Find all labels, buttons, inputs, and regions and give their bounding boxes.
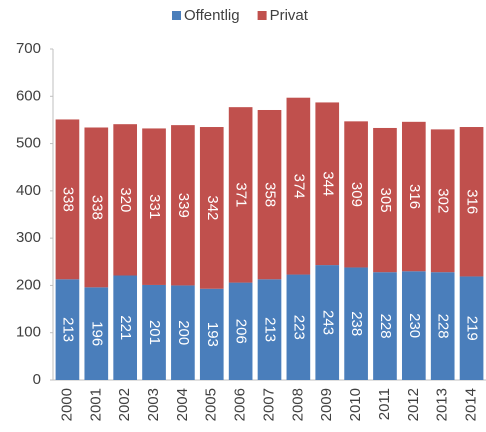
bar-segment [401, 271, 426, 380]
value-label: 213 [59, 317, 76, 342]
bar-segment [228, 107, 253, 283]
bar-segment [286, 274, 311, 380]
legend-swatch [172, 11, 181, 20]
y-tick-label: 0 [33, 371, 41, 388]
value-label: 339 [175, 193, 192, 218]
value-label: 228 [377, 314, 394, 339]
bar-segment [113, 275, 138, 380]
x-tick-label: 2008 [289, 388, 306, 421]
value-label: 344 [319, 171, 336, 196]
value-label: 371 [233, 182, 250, 207]
bar-segment [55, 119, 80, 280]
bar-segment [228, 282, 253, 380]
y-tick-label: 600 [16, 87, 41, 104]
value-label: 374 [290, 174, 307, 199]
bar-segment [55, 279, 80, 380]
value-label: 331 [146, 194, 163, 219]
bar-segment [199, 127, 224, 289]
legend-swatch [257, 11, 267, 20]
legend-label: Offentlig [184, 7, 240, 24]
bar-segment [84, 127, 109, 288]
x-tick-label: 2005 [203, 388, 220, 421]
y-tick-label: 400 [16, 182, 41, 199]
y-tick-label: 200 [16, 276, 41, 293]
x-tick-label: 2011 [376, 388, 393, 420]
y-tick-label: 300 [16, 229, 41, 246]
x-tick-label: 2009 [318, 388, 335, 421]
bar-segment [315, 265, 340, 380]
value-label: 316 [406, 184, 423, 209]
bar-segment [257, 279, 282, 380]
value-label: 305 [377, 188, 394, 213]
value-label: 213 [262, 317, 279, 342]
y-tick-label: 500 [16, 135, 41, 152]
bar-segment [430, 272, 455, 380]
value-label: 196 [88, 321, 105, 346]
bar-segment [344, 121, 368, 268]
x-tick-label: 2007 [260, 388, 277, 421]
value-label: 219 [464, 316, 481, 341]
value-label: 206 [233, 319, 250, 344]
bar-segment [142, 128, 166, 285]
x-tick-label: 2014 [463, 388, 480, 421]
value-label: 193 [204, 322, 221, 347]
bar-segment [171, 285, 195, 380]
bar-segment [84, 287, 109, 380]
value-label: 223 [290, 315, 307, 340]
value-label: 201 [146, 320, 163, 345]
value-label: 243 [319, 310, 336, 335]
bar-segment [315, 102, 340, 266]
legend-label: Privat [270, 7, 309, 24]
bar-segment [344, 267, 368, 380]
x-tick-label: 2003 [145, 388, 162, 421]
value-label: 238 [348, 311, 365, 336]
bar-segment [373, 127, 397, 273]
x-tick-label: 2013 [434, 388, 451, 421]
value-label: 320 [117, 187, 134, 212]
bar-segment [199, 288, 224, 380]
x-tick-label: 2000 [58, 388, 75, 421]
value-label: 309 [348, 182, 365, 207]
value-label: 302 [435, 188, 452, 213]
value-label: 228 [435, 314, 452, 339]
bar-segment [401, 121, 426, 272]
value-label: 338 [88, 195, 105, 220]
x-tick-label: 2004 [174, 388, 191, 421]
value-label: 316 [464, 189, 481, 214]
bar-segment [373, 272, 397, 380]
bar-segment [257, 109, 282, 280]
value-label: 221 [117, 315, 134, 340]
value-label: 200 [175, 320, 192, 345]
x-tick-label: 2012 [405, 388, 422, 421]
value-label: 230 [406, 313, 423, 338]
x-tick-label: 2006 [232, 388, 249, 421]
bar-segment [171, 125, 195, 286]
bar-segment [142, 284, 166, 380]
bar-segment [430, 129, 455, 273]
y-tick-label: 100 [16, 324, 41, 341]
value-label: 358 [262, 182, 279, 207]
x-tick-label: 2001 [87, 388, 104, 421]
y-tick-label: 700 [16, 40, 41, 57]
bar-segment [113, 124, 138, 276]
bar-segment [459, 127, 484, 277]
bar-segment [286, 97, 311, 275]
legend: Offentlig Privat [172, 7, 309, 24]
x-tick-label: 2002 [116, 388, 133, 421]
bar-segment [459, 276, 484, 380]
value-label: 342 [204, 195, 221, 220]
x-tick-label: 2010 [347, 388, 364, 421]
value-label: 338 [59, 187, 76, 212]
